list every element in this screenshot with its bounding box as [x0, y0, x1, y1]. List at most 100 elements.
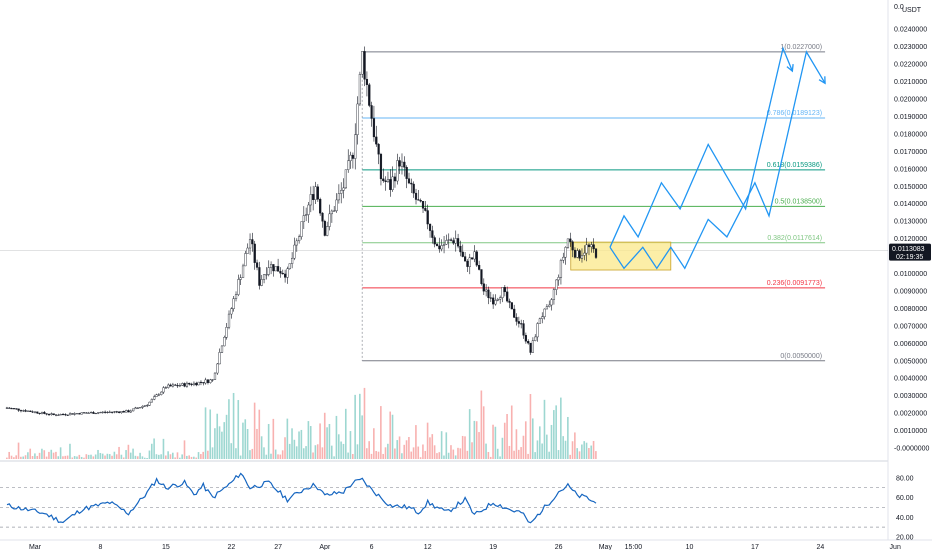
volume-bar	[45, 456, 48, 459]
candle-body	[520, 323, 523, 325]
volume-bar	[417, 446, 420, 459]
candle-body	[445, 240, 448, 245]
time-axis[interactable]: Mar 8 15 22 27 Apr 6 12 19 26 May 15:00 10 17 24 Jun	[29, 544, 901, 550]
candle-body	[141, 406, 144, 408]
fibonacci-retracement[interactable]: 1(0.0227000) 0.786(0.0189123) 0.618(0.0159…	[361, 44, 826, 362]
volume-bar	[209, 409, 212, 459]
candle-body	[230, 308, 233, 315]
volume-bar	[172, 452, 174, 459]
time-tick-label: Apr	[319, 544, 331, 550]
volume-bar	[200, 454, 202, 459]
candle-body	[396, 160, 399, 182]
projection-path-upper[interactable]	[609, 46, 794, 248]
volume-bar	[326, 427, 328, 459]
candle-body	[223, 337, 226, 347]
candle-body	[171, 384, 175, 387]
candle-body	[113, 411, 116, 413]
candle-body	[417, 199, 420, 201]
volume-bar	[244, 419, 247, 459]
candle-body	[583, 252, 586, 256]
candle-body	[134, 407, 137, 410]
candle-body	[461, 251, 464, 257]
volume-bar	[567, 416, 569, 459]
candle-body	[573, 249, 577, 258]
volume-bar	[157, 454, 160, 459]
candle-body	[195, 382, 198, 386]
candle-body	[206, 379, 210, 383]
candle-body	[431, 230, 434, 238]
candle-body	[286, 268, 289, 278]
volume-bar	[288, 443, 291, 459]
volume-bar	[225, 414, 228, 459]
candle-body	[330, 210, 333, 215]
candle-body	[274, 266, 277, 272]
volume-bar	[494, 426, 497, 459]
price-axis[interactable]: 0.02400000.02300000.02200000.02100000.02…	[894, 4, 930, 542]
volume-bar	[167, 451, 169, 459]
candle-body	[426, 210, 429, 225]
candle-body	[178, 385, 182, 387]
volume-bar	[590, 445, 593, 459]
candle-body	[97, 412, 100, 414]
volume-bar	[195, 457, 197, 459]
volume-bar	[534, 452, 536, 459]
candle-body	[162, 387, 165, 393]
candle-body	[157, 394, 160, 396]
candle-body	[452, 240, 455, 244]
candle-body	[277, 266, 280, 272]
volume-bar	[380, 406, 382, 459]
candle-body	[260, 279, 263, 286]
candle-body	[71, 413, 74, 415]
volume-bar	[344, 408, 347, 459]
volume-bar	[237, 400, 240, 459]
candle-body	[403, 161, 406, 168]
volume-bar	[473, 420, 476, 459]
candle-body	[590, 244, 593, 248]
volume-bar	[150, 443, 153, 459]
volume-bar	[50, 449, 53, 459]
volume-bar	[440, 431, 443, 459]
volume-bar	[581, 444, 583, 459]
volume-bar	[389, 411, 391, 459]
volume-bar	[249, 450, 251, 459]
volume-bar	[529, 394, 532, 459]
candle-body	[99, 412, 102, 414]
volume-bar	[29, 448, 32, 459]
price-tick-label: 0.0050000	[894, 358, 927, 365]
volume-bar	[403, 444, 406, 459]
candle-body	[298, 236, 301, 242]
price-tick-label: 0.0170000	[894, 149, 927, 156]
price-tick-label: 0.0230000	[894, 44, 927, 51]
candle-body	[47, 414, 51, 416]
candle-body	[307, 204, 310, 215]
candle-body	[108, 411, 111, 413]
candle-body	[57, 414, 60, 416]
volume-bar	[309, 426, 312, 459]
candle-body	[267, 267, 270, 275]
volume-bar	[527, 453, 529, 459]
candle-body	[557, 277, 560, 281]
volume-bar	[8, 451, 10, 459]
projection-path-lower[interactable]	[609, 50, 826, 270]
volume-bar	[506, 413, 508, 459]
volume-bar	[181, 454, 183, 459]
volume-bar	[377, 451, 380, 459]
candle-body	[167, 384, 170, 388]
price-tick-label: 0.0240000	[894, 27, 927, 34]
candle-body	[419, 200, 422, 202]
volume-bar	[48, 451, 50, 459]
volume-bar	[583, 441, 586, 459]
candle-body	[466, 260, 469, 267]
candle-body	[400, 161, 404, 167]
volume-bar	[401, 453, 403, 459]
volume-bar	[555, 405, 557, 459]
price-tick-label: 0.0140000	[894, 201, 927, 208]
volume-bar	[270, 453, 272, 459]
volume-bar	[111, 455, 113, 459]
candle-body	[192, 382, 196, 385]
volume-bar	[78, 454, 81, 459]
projection-path[interactable]	[609, 46, 826, 270]
candle-body	[592, 244, 595, 250]
